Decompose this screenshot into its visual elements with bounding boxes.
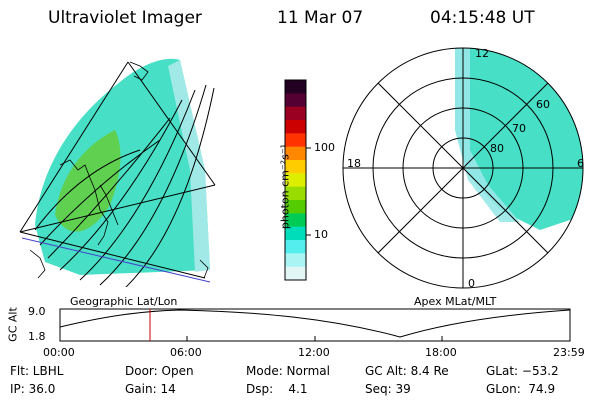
polar-lat-60: 60 xyxy=(536,98,550,111)
polar-plot xyxy=(342,47,584,289)
colorbar-cell xyxy=(285,213,306,228)
aurora-fill-polar xyxy=(455,48,583,230)
polar-diagonal-2 xyxy=(377,82,549,254)
geographic-map xyxy=(19,58,216,287)
xtick-label-1800: 18:00 xyxy=(425,346,457,359)
colorbar-cell xyxy=(285,200,306,214)
colorbar-cell xyxy=(285,173,306,188)
xtick-label-0600: 06:00 xyxy=(170,346,202,359)
colorbar-cell xyxy=(285,146,306,161)
coastlines xyxy=(29,61,209,279)
colorbar-cell xyxy=(285,226,306,241)
altitude-ylabel: GC Alt xyxy=(6,307,20,342)
colorbar-cell xyxy=(285,106,306,121)
colorbar-unit: photon cm⁻²s⁻¹ xyxy=(278,143,292,230)
colorbar-cell xyxy=(285,240,306,254)
geographic-caption: Geographic Lat/Lon xyxy=(70,295,178,308)
aurora-core-geographic xyxy=(55,130,121,232)
gain-readout: Gain: 14 xyxy=(125,382,176,396)
polar-label-6: 6 xyxy=(577,157,584,170)
xtick-label-2359: 23:59 xyxy=(553,346,585,359)
aurora-edge-geographic xyxy=(168,60,210,272)
colorbar-label-100: 100 xyxy=(314,141,335,154)
door-readout: Door: Open xyxy=(125,364,194,378)
colorbar-label-10: 10 xyxy=(314,228,328,241)
polar-label-0: 0 xyxy=(468,277,475,290)
polar-lat-70: 70 xyxy=(512,122,526,135)
filter-readout: Flt: LBHL xyxy=(10,364,64,378)
polar-label-12: 12 xyxy=(475,47,489,60)
time-label: 04:15:48 UT xyxy=(430,8,535,28)
date-label: 11 Mar 07 xyxy=(277,8,364,28)
colorbar-cell xyxy=(285,266,306,281)
colorbar-cell xyxy=(285,160,306,174)
colorbar xyxy=(284,79,311,281)
instrument-title: Ultraviolet Imager xyxy=(48,8,202,28)
colorbar-cell xyxy=(285,80,306,94)
colorbar-cell xyxy=(285,120,306,134)
colorbar-cell xyxy=(285,253,306,268)
polar-label-18: 18 xyxy=(347,157,361,170)
longitude-lines xyxy=(19,61,216,279)
altitude-ymin: 1.8 xyxy=(28,330,46,343)
aurora-edge-polar xyxy=(455,48,520,222)
glon-readout: GLon: 74.9 xyxy=(486,382,556,396)
ip-readout: IP: 36.0 xyxy=(10,382,56,396)
altitude-ymax: 9.0 xyxy=(28,305,46,318)
colorbar-cell xyxy=(285,186,306,201)
glat-readout: GLat: −53.2 xyxy=(486,364,559,378)
seq-readout: Seq: 39 xyxy=(365,382,411,396)
altitude-curve xyxy=(59,309,571,338)
altitude-plot xyxy=(59,308,571,342)
xtick-label-1200: 12:00 xyxy=(298,346,330,359)
polar-lat-80: 80 xyxy=(490,142,504,155)
colorbar-cell xyxy=(285,93,306,108)
dsp-readout: Dsp: 4.1 xyxy=(246,382,308,396)
xtick-label-0000: 00:00 xyxy=(43,346,75,359)
gc-alt-readout: GC Alt: 8.4 Re xyxy=(365,364,449,378)
magnetic-lines xyxy=(21,237,211,283)
colorbar-frame xyxy=(284,79,307,281)
colorbar-cell xyxy=(285,133,306,148)
apex-caption: Apex MLat/MLT xyxy=(414,295,497,308)
mode-readout: Mode: Normal xyxy=(246,364,330,378)
